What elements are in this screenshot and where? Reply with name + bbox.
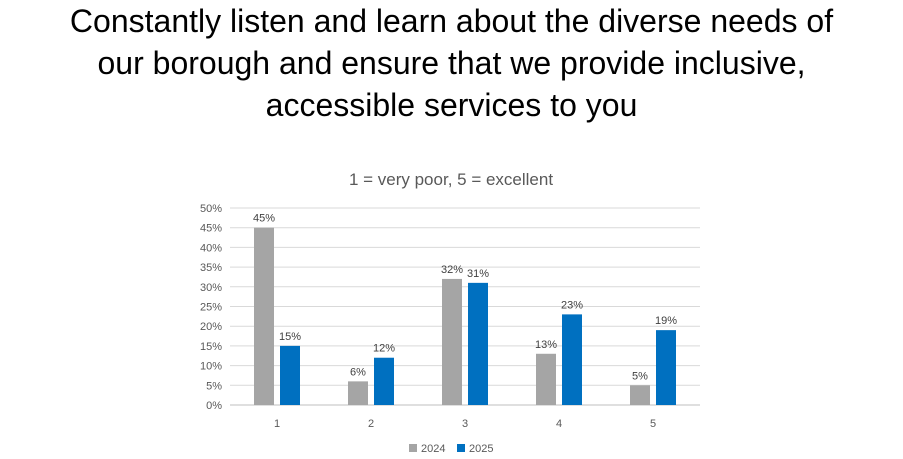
y-axis-ticks: 0% 5% 10% 15% 20% 25% 30% 35% 40% 45% 50% (200, 203, 222, 412)
x-tick-label: 2 (368, 418, 374, 430)
bar-2025-2 (374, 357, 394, 405)
legend-swatch-2024 (409, 444, 417, 452)
bar-2025-1 (280, 345, 300, 405)
data-label-2024-2: 6% (350, 366, 366, 378)
y-tick-label: 30% (200, 282, 222, 294)
legend-label-2025: 2025 (469, 443, 493, 455)
bar-2024-1 (254, 227, 274, 405)
x-tick-label: 5 (650, 418, 656, 430)
data-label-2025-1: 15% (279, 331, 301, 343)
y-tick-label: 25% (200, 302, 222, 314)
bar-2024-5 (630, 385, 650, 405)
gridlines (230, 207, 700, 406)
y-tick-label: 20% (200, 321, 222, 333)
y-tick-label: 5% (206, 380, 222, 392)
legend-swatch-2025 (457, 444, 465, 452)
bar-2025-3 (468, 282, 488, 405)
bars (254, 227, 676, 405)
x-tick-label: 3 (462, 418, 468, 430)
chart-title: 1 = very poor, 5 = excellent (349, 170, 553, 189)
bar-2024-4 (536, 353, 556, 405)
y-tick-label: 35% (200, 262, 222, 274)
headline-line-1: Constantly listen and learn about the di… (69, 3, 834, 39)
y-tick-label: 15% (200, 341, 222, 353)
data-label-2025-4: 23% (561, 299, 583, 311)
x-tick-label: 4 (556, 418, 562, 430)
data-label-2024-5: 5% (632, 370, 648, 382)
data-label-2025-3: 31% (467, 268, 489, 280)
x-tick-label: 1 (274, 418, 280, 430)
data-labels: 45% 15% 6% 12% 32% 31% 13% 23% 5% 19% (253, 213, 677, 383)
bar-2025-5 (656, 330, 676, 405)
y-tick-label: 50% (200, 203, 222, 215)
y-tick-label: 45% (200, 223, 222, 235)
data-label-2024-1: 45% (253, 213, 275, 225)
x-axis-ticks: 1 2 3 4 5 (274, 418, 656, 430)
data-label-2025-2: 12% (373, 343, 395, 355)
y-tick-label: 10% (200, 361, 222, 373)
bar-2024-3 (442, 278, 462, 405)
y-tick-label: 40% (200, 242, 222, 254)
headline-line-3: accessible services to you (265, 87, 638, 123)
legend: 2024 2025 (409, 443, 493, 455)
headline-line-2: our borough and ensure that we provide i… (97, 45, 806, 81)
data-label-2024-3: 32% (441, 264, 463, 276)
data-label-2024-4: 13% (535, 339, 557, 351)
bar-2025-4 (562, 314, 582, 405)
legend-label-2024: 2024 (421, 443, 445, 455)
headline: Constantly listen and learn about the di… (0, 0, 903, 126)
y-tick-label: 0% (206, 400, 222, 412)
data-label-2025-5: 19% (655, 315, 677, 327)
bar-2024-2 (348, 381, 368, 405)
